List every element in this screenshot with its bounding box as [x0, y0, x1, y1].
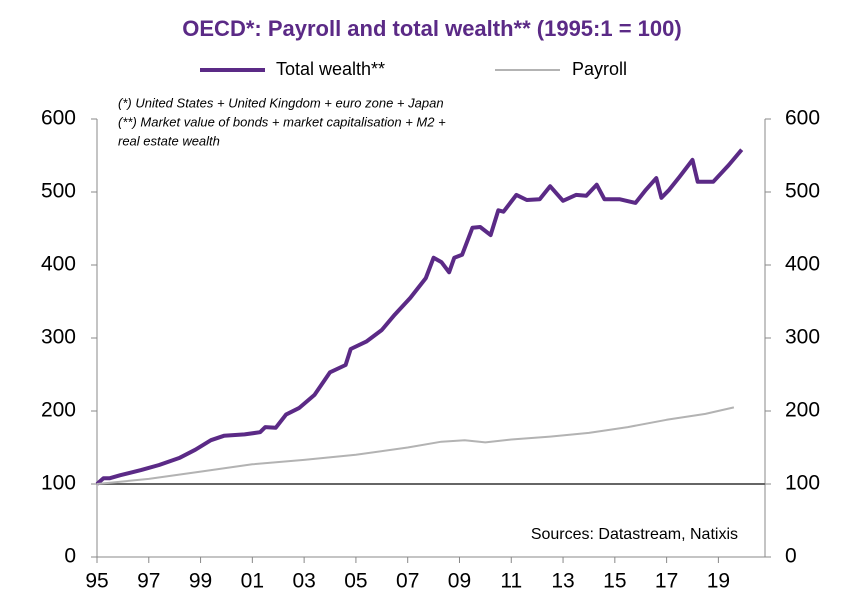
x-tick-label: 09 — [448, 570, 471, 593]
x-tick-label: 97 — [137, 570, 160, 593]
note: (**) Market value of bonds + market capi… — [118, 114, 446, 129]
chart-title: OECD*: Payroll and total wealth** (1995:… — [182, 16, 681, 41]
x-tick-label: 05 — [344, 570, 367, 593]
y2-tick-label: 200 — [785, 399, 820, 422]
x-tick-label: 11 — [500, 570, 522, 593]
x-tick-label: 01 — [241, 570, 264, 593]
y-tick-label: 500 — [41, 180, 76, 203]
y2-tick-label: 500 — [785, 180, 820, 203]
y-tick-label: 100 — [41, 472, 76, 495]
y-tick-label: 600 — [41, 107, 76, 130]
y-tick-label: 300 — [41, 326, 76, 349]
x-tick-label: 17 — [655, 570, 678, 593]
x-tick-label: 99 — [189, 570, 212, 593]
y2-tick-label: 600 — [785, 107, 820, 130]
legend-label: Payroll — [572, 59, 627, 79]
series-line — [96, 406, 735, 485]
legend-label: Total wealth** — [276, 59, 385, 79]
y-tick-label: 0 — [64, 545, 76, 568]
source: Sources: Datastream, Natixis — [531, 526, 738, 543]
x-tick-label: 07 — [396, 570, 419, 593]
x-tick-label: 95 — [85, 570, 108, 593]
x-tick-label: 03 — [292, 570, 315, 593]
x-tick-label: 19 — [707, 570, 730, 593]
y-tick-label: 400 — [41, 253, 76, 276]
note: real estate wealth — [118, 133, 220, 148]
y2-tick-label: 100 — [785, 472, 820, 495]
y2-tick-label: 0 — [785, 545, 797, 568]
series-line — [95, 148, 744, 486]
note: (*) United States + United Kingdom + eur… — [118, 95, 444, 110]
x-tick-label: 15 — [603, 570, 626, 593]
y-tick-label: 200 — [41, 399, 76, 422]
x-tick-label: 13 — [551, 570, 574, 593]
y2-tick-label: 300 — [785, 326, 820, 349]
y2-tick-label: 400 — [785, 253, 820, 276]
